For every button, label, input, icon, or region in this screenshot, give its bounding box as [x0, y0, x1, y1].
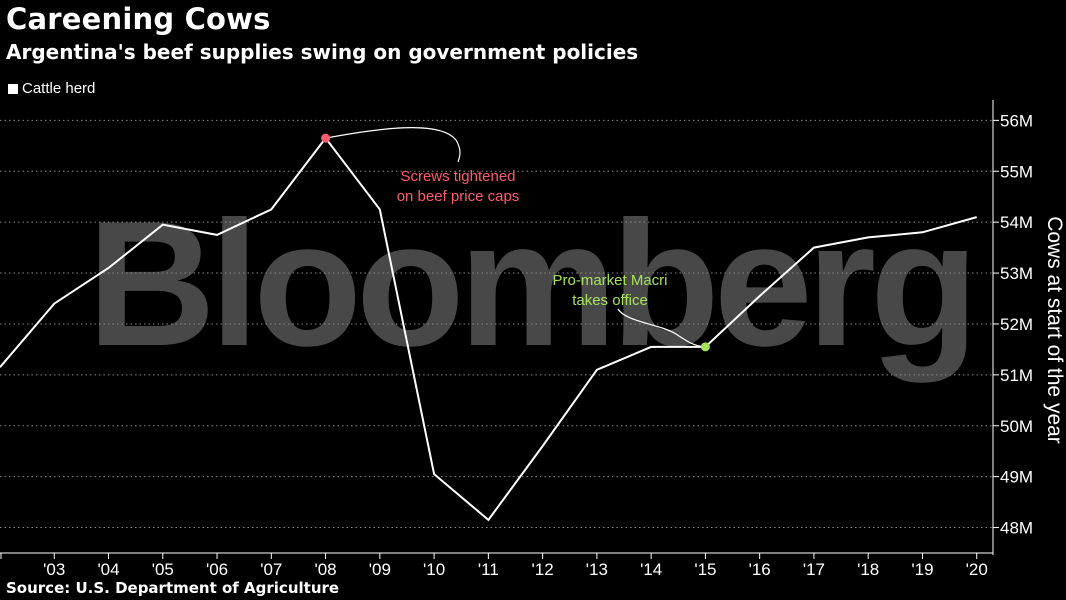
annotation-text-macri: takes office	[572, 292, 648, 309]
y-tick-label: 56M	[1000, 111, 1033, 130]
x-tick-label: '14	[640, 560, 662, 579]
chart-title: Careening Cows	[6, 2, 271, 36]
annotation-connector	[325, 127, 461, 163]
annotation-text-macri: Pro-market Macri	[552, 272, 667, 289]
x-tick-label: '09	[369, 560, 391, 579]
chart-legend: Cattle herd	[8, 80, 95, 97]
legend-swatch	[8, 83, 18, 94]
x-tick-label: '06	[206, 560, 228, 579]
y-tick-label: 54M	[1000, 213, 1033, 232]
y-tick-label: 49M	[1000, 468, 1033, 487]
y-tick-label: 53M	[1000, 264, 1033, 283]
chart-subtitle: Argentina's beef supplies swing on gover…	[6, 40, 639, 64]
annotation-text-screws: on beef price caps	[397, 188, 520, 205]
annotation-marker-green	[700, 342, 710, 352]
annotation-connector	[617, 308, 706, 348]
annotation-text-screws: Screws tightened	[400, 168, 515, 185]
x-tick-label: '10	[423, 560, 445, 579]
x-tick-label: '04	[97, 560, 119, 579]
y-tick-label: 48M	[1000, 519, 1033, 538]
x-tick-label: '19	[911, 560, 933, 579]
x-tick-label: '08	[314, 560, 336, 579]
x-tick-label: '12	[532, 560, 554, 579]
x-tick-label: '16	[749, 560, 771, 579]
x-tick-label: '13	[586, 560, 608, 579]
x-tick-label: '18	[857, 560, 879, 579]
annotation-marker-red	[321, 133, 331, 143]
series-line-cattle-herd	[0, 136, 977, 522]
legend-label: Cattle herd	[22, 80, 96, 97]
x-tick-label: '03	[43, 560, 65, 579]
x-tick-label: '15	[694, 560, 716, 579]
y-tick-label: 50M	[1000, 417, 1033, 436]
watermark-logo: Bloomberg	[87, 184, 972, 383]
x-tick-label: '17	[803, 560, 825, 579]
x-tick-label: '05	[152, 560, 174, 579]
source-note: Source: U.S. Department of Agriculture	[6, 579, 340, 597]
y-tick-label: 52M	[1000, 315, 1033, 334]
x-tick-label: '20	[966, 560, 988, 579]
x-tick-label: '07	[260, 560, 282, 579]
x-tick-label: '11	[478, 560, 499, 579]
y-tick-label: 51M	[1000, 366, 1033, 385]
y-tick-label: 55M	[1000, 162, 1033, 181]
y-axis-title: Cows at start of the year	[1043, 216, 1066, 444]
